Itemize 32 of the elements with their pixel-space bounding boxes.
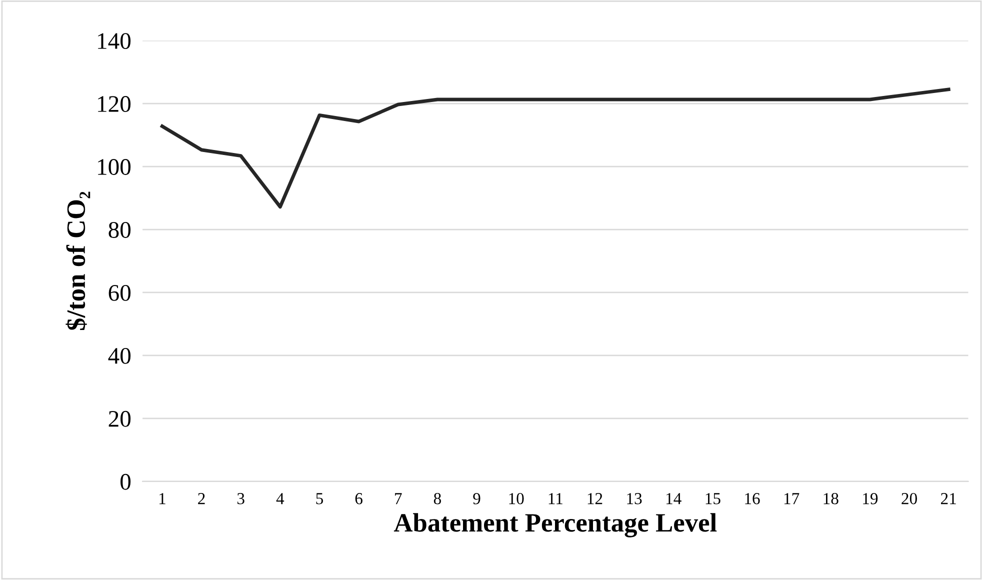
- x-tick-label: 9: [473, 493, 480, 504]
- x-tick-label: 8: [434, 492, 441, 504]
- x-tick-label: 15: [706, 493, 720, 504]
- x-tick-label: 20: [902, 492, 917, 504]
- y-tick-label: 80: [108, 222, 131, 238]
- line-series: [160, 88, 950, 209]
- y-tick-label: 60: [108, 284, 131, 301]
- x-tick-label: 16: [745, 493, 760, 504]
- y-tick-label: 20: [108, 410, 131, 427]
- y-tick-label: 100: [98, 159, 131, 175]
- x-tick-label: 18: [824, 492, 838, 504]
- x-tick-label: 12: [588, 493, 602, 504]
- x-tick-label: 14: [666, 493, 682, 504]
- x-tick-label: 3: [237, 493, 244, 504]
- y-tick-label: 120: [98, 96, 131, 112]
- x-tick-label: 10: [509, 492, 524, 504]
- x-tick-label: 6: [355, 493, 362, 504]
- x-tick-label: 4: [276, 493, 284, 504]
- y-tick-label: 0: [120, 474, 131, 490]
- x-tick-label: 5: [316, 493, 323, 504]
- y-tick-label: 40: [108, 348, 131, 364]
- x-tick-label: 19: [863, 493, 878, 504]
- x-axis-title: Abatement Percentage Level: [394, 513, 717, 538]
- y-tick-label: 140: [98, 33, 131, 50]
- x-tick-label: 2: [198, 493, 205, 504]
- x-tick-label: 11: [548, 493, 562, 504]
- x-tick-label: 21: [940, 493, 956, 504]
- x-tick-label: 17: [784, 493, 800, 504]
- x-tick-label: 13: [627, 493, 642, 504]
- x-tick-label: 1: [159, 493, 166, 504]
- x-tick-label: 7: [395, 493, 402, 504]
- y-axis-title: $/ton of CO₂: [66, 192, 90, 330]
